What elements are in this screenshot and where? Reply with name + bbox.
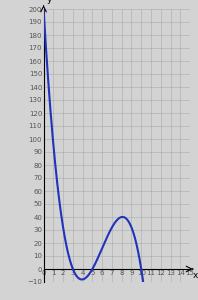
Text: x: x [193, 271, 198, 280]
Text: y: y [47, 0, 52, 4]
